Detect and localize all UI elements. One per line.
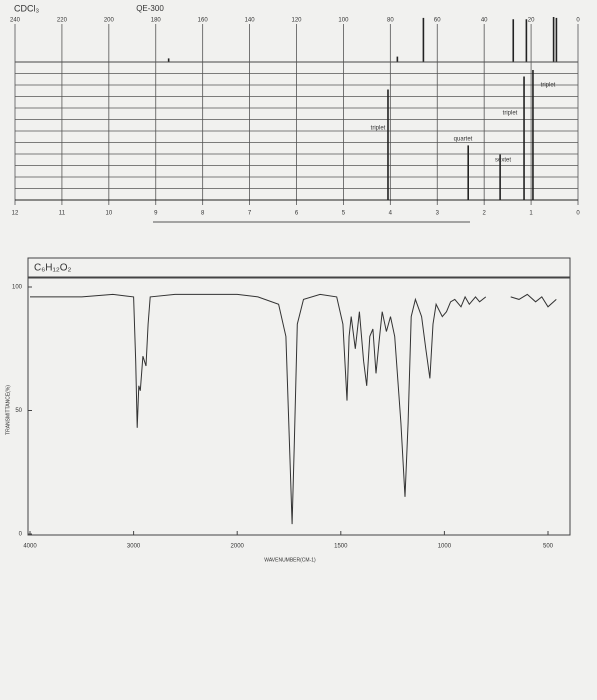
- peak-label: quartet: [454, 137, 473, 143]
- x-tick-label: 80: [387, 18, 394, 24]
- x-tick-label: 2: [482, 211, 486, 217]
- ir-frame: [27, 277, 571, 536]
- solvent-label: CDCl₃: [14, 3, 39, 13]
- x-tick-label: 3000: [127, 544, 141, 550]
- x-tick-label: 11: [59, 211, 66, 217]
- x-tick-label: 240: [10, 18, 21, 24]
- peak-label: triplet: [541, 83, 556, 89]
- x-tick-label: 500: [543, 544, 554, 550]
- y-tick-label: 100: [12, 285, 23, 291]
- formula-box: [27, 257, 571, 278]
- x-tick-label: 0: [576, 18, 580, 24]
- x-tick-label: 4: [389, 211, 393, 217]
- x-tick-label: 1500: [334, 544, 348, 550]
- peak-label: sextet: [495, 158, 511, 164]
- x-tick-label: 9: [154, 211, 158, 217]
- x-tick-label: 120: [291, 18, 302, 24]
- x-tick-label: 1000: [438, 544, 452, 550]
- instrument-title: QE-300: [136, 4, 164, 13]
- x-tick-label: 3: [436, 211, 440, 217]
- y-tick-label: 0: [19, 532, 23, 538]
- x-tick-label: 8: [201, 211, 205, 217]
- x-tick-label: 200: [104, 18, 115, 24]
- x-tick-label: 140: [245, 18, 256, 24]
- x-tick-label: 100: [338, 18, 349, 24]
- ir-trace: [30, 293, 557, 525]
- y-tick-label: 50: [15, 408, 22, 414]
- x-tick-label: 10: [105, 211, 112, 217]
- peak-label: triplet: [371, 126, 386, 132]
- x-tick-label: 4000: [23, 544, 37, 550]
- x-tick-label: 220: [57, 18, 68, 24]
- x-tick-label: 12: [12, 211, 19, 217]
- peak-label: triplet: [503, 111, 518, 117]
- formula: C₆H₁₂O₂: [34, 263, 72, 274]
- x-tick-label: 0: [576, 211, 580, 217]
- x-tick-label: 1: [529, 211, 533, 217]
- x-tick-label: 60: [434, 18, 441, 24]
- x-tick-label: 7: [248, 211, 252, 217]
- x-tick-label: 180: [151, 18, 162, 24]
- x-tick-label: 160: [198, 18, 209, 24]
- x-tick-label: 20: [528, 18, 535, 24]
- x-tick-label: 6: [295, 211, 299, 217]
- x-tick-label: 40: [481, 18, 488, 24]
- x-axis-label: WAVENUMBER(CM-1): [264, 557, 316, 563]
- x-tick-label: 2000: [231, 544, 245, 550]
- y-axis-label: TRANSMITTANCE(%): [5, 385, 11, 435]
- x-tick-label: 5: [342, 211, 346, 217]
